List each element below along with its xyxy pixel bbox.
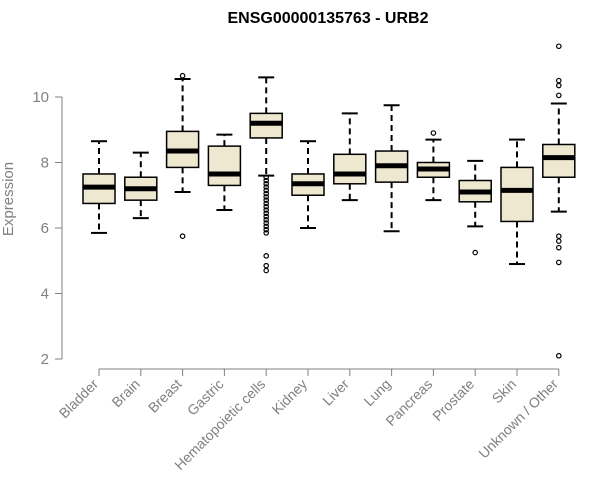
outlier-point: [263, 262, 270, 269]
outlier-point: [263, 210, 270, 217]
outlier-point: [263, 253, 270, 259]
chart-title: ENSG00000135763 - URB2: [227, 10, 428, 27]
outlier-point: [555, 233, 562, 239]
x-tick-label: Skin: [489, 376, 520, 407]
x-tick-label: Liver: [319, 376, 352, 409]
box-group: [249, 76, 283, 274]
outlier-point: [263, 177, 270, 184]
box-group: [207, 133, 242, 211]
outlier-point: [263, 230, 270, 236]
box: [542, 143, 576, 178]
box-group: [333, 112, 367, 202]
outlier-point: [263, 220, 270, 226]
outlier-point: [263, 226, 270, 233]
box-group: [374, 104, 409, 233]
y-axis: 2 4 6 8 10: [32, 89, 63, 368]
outlier-point: [263, 267, 270, 274]
outlier-point: [555, 352, 562, 359]
box-group: [416, 130, 451, 202]
outlier-point: [263, 180, 270, 187]
x-tick-label: Bladder: [56, 376, 102, 422]
x-tick-label: Unknown / Other: [475, 376, 561, 462]
box-group: [542, 43, 576, 359]
outlier-point: [555, 77, 562, 84]
plot-area: [82, 43, 576, 359]
outlier-point: [263, 174, 270, 181]
x-tick-label: Lung: [360, 376, 393, 409]
outlier-point: [430, 130, 437, 136]
outlier-point: [263, 223, 270, 230]
x-tick-label: Prostate: [429, 376, 477, 424]
outlier-point: [263, 217, 270, 223]
box-group: [82, 140, 116, 234]
outlier-point: [555, 92, 562, 99]
outlier-point: [472, 249, 479, 256]
y-tick-label: 4: [41, 286, 49, 303]
y-axis-label: Expression: [0, 162, 17, 236]
x-tick-label: Kidney: [269, 376, 311, 418]
box-group: [500, 138, 534, 266]
outlier-point: [263, 203, 270, 210]
y-tick-label: 10: [32, 89, 49, 106]
outlier-point: [263, 213, 270, 220]
outlier-point: [263, 200, 270, 207]
box-group: [458, 159, 492, 256]
box-group: [165, 72, 200, 239]
outlier-point: [555, 244, 562, 251]
outlier-point: [263, 190, 270, 197]
box-group: [124, 151, 158, 220]
y-tick-label: 8: [41, 155, 49, 172]
outlier-point: [263, 184, 270, 190]
box: [333, 153, 367, 185]
box: [500, 166, 534, 223]
outlier-point: [555, 238, 562, 244]
x-tick-label: Brain: [108, 376, 142, 410]
outlier-point: [179, 233, 186, 239]
outlier-point: [179, 72, 186, 79]
outlier-point: [555, 259, 562, 266]
y-tick-label: 6: [41, 220, 49, 237]
outlier-point: [263, 187, 270, 194]
outlier-point: [263, 207, 270, 213]
y-tick-label: 2: [41, 351, 49, 368]
box-group: [291, 140, 325, 229]
x-tick-label: Breast: [145, 376, 185, 416]
outlier-point: [555, 43, 562, 50]
box: [207, 145, 242, 187]
outlier-point: [263, 197, 270, 203]
outlier-point: [555, 82, 562, 89]
outlier-point: [263, 194, 270, 200]
